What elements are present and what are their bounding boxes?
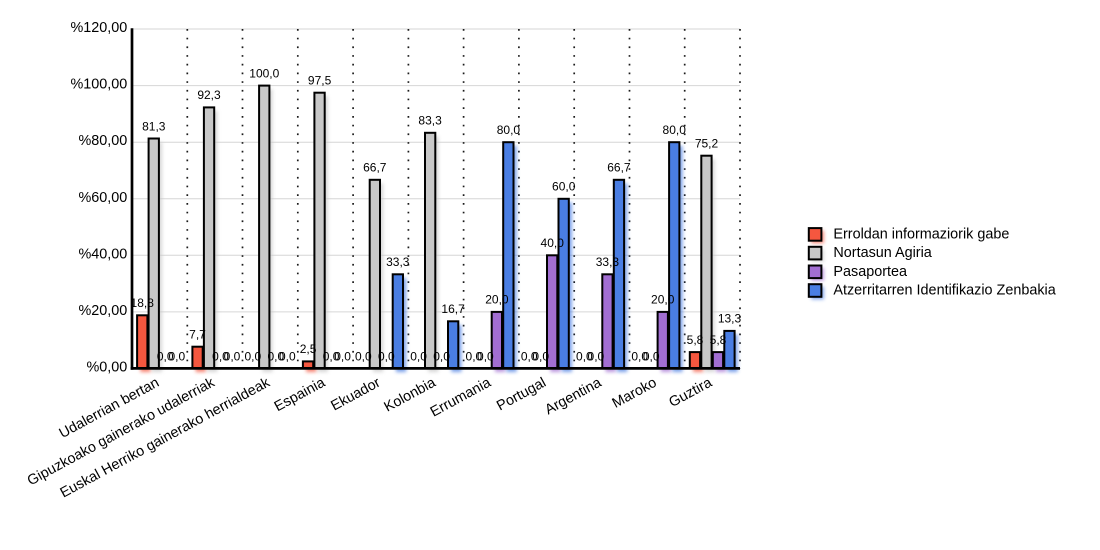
svg-text:100,0: 100,0 <box>249 66 279 80</box>
svg-text:60,0: 60,0 <box>552 180 576 194</box>
svg-text:0,0: 0,0 <box>355 349 372 363</box>
svg-text:13,3: 13,3 <box>718 312 742 326</box>
svg-text:80,0: 80,0 <box>663 123 687 137</box>
svg-text:%40,00: %40,00 <box>78 246 127 262</box>
svg-text:97,5: 97,5 <box>308 74 332 88</box>
svg-text:0,0: 0,0 <box>410 349 427 363</box>
svg-text:Nortasun Agiria: Nortasun Agiria <box>833 245 931 261</box>
svg-text:40,0: 40,0 <box>541 236 565 250</box>
svg-text:18,8: 18,8 <box>131 296 155 310</box>
svg-text:83,3: 83,3 <box>418 114 442 128</box>
svg-text:%100,00: %100,00 <box>70 77 127 93</box>
svg-text:0,0: 0,0 <box>643 349 660 363</box>
svg-text:0,0: 0,0 <box>168 349 185 363</box>
svg-text:%80,00: %80,00 <box>78 133 127 149</box>
svg-text:80,0: 80,0 <box>497 123 521 137</box>
svg-text:2,5: 2,5 <box>300 342 317 356</box>
svg-text:Pasaportea: Pasaportea <box>833 264 907 280</box>
svg-text:75,2: 75,2 <box>695 137 719 151</box>
svg-text:0,0: 0,0 <box>433 349 450 363</box>
svg-text:%0,00: %0,00 <box>86 360 127 376</box>
svg-text:0,0: 0,0 <box>466 349 483 363</box>
svg-text:0,0: 0,0 <box>212 349 229 363</box>
svg-text:16,7: 16,7 <box>441 302 465 316</box>
svg-text:0,0: 0,0 <box>267 349 284 363</box>
svg-text:0,0: 0,0 <box>323 349 340 363</box>
svg-text:0,0: 0,0 <box>334 349 351 363</box>
svg-text:0,0: 0,0 <box>157 349 174 363</box>
svg-text:33,3: 33,3 <box>386 255 410 269</box>
svg-text:5,8: 5,8 <box>687 333 704 347</box>
svg-text:%20,00: %20,00 <box>78 303 127 319</box>
svg-text:33,3: 33,3 <box>596 255 620 269</box>
svg-text:66,7: 66,7 <box>607 161 631 175</box>
svg-text:%60,00: %60,00 <box>78 190 127 206</box>
svg-text:0,0: 0,0 <box>244 349 261 363</box>
svg-text:0,0: 0,0 <box>588 349 605 363</box>
svg-text:66,7: 66,7 <box>363 161 387 175</box>
svg-text:0,0: 0,0 <box>279 349 296 363</box>
svg-text:0,0: 0,0 <box>378 349 395 363</box>
svg-text:20,0: 20,0 <box>485 293 509 307</box>
svg-text:7,7: 7,7 <box>189 328 206 342</box>
svg-text:5,8: 5,8 <box>710 333 727 347</box>
svg-text:92,3: 92,3 <box>197 88 221 102</box>
svg-text:0,0: 0,0 <box>521 349 538 363</box>
svg-text:0,0: 0,0 <box>224 349 241 363</box>
svg-text:Erroldan informaziorik gabe: Erroldan informaziorik gabe <box>833 226 1009 242</box>
svg-text:0,0: 0,0 <box>477 349 494 363</box>
svg-text:%120,00: %120,00 <box>70 20 127 36</box>
svg-text:0,0: 0,0 <box>631 349 648 363</box>
svg-text:Atzerritarren Identifikazio Ze: Atzerritarren Identifikazio Zenbakia <box>833 283 1055 299</box>
svg-text:20,0: 20,0 <box>651 293 675 307</box>
svg-text:0,0: 0,0 <box>532 349 549 363</box>
svg-text:81,3: 81,3 <box>142 119 166 133</box>
svg-text:0,0: 0,0 <box>576 349 593 363</box>
